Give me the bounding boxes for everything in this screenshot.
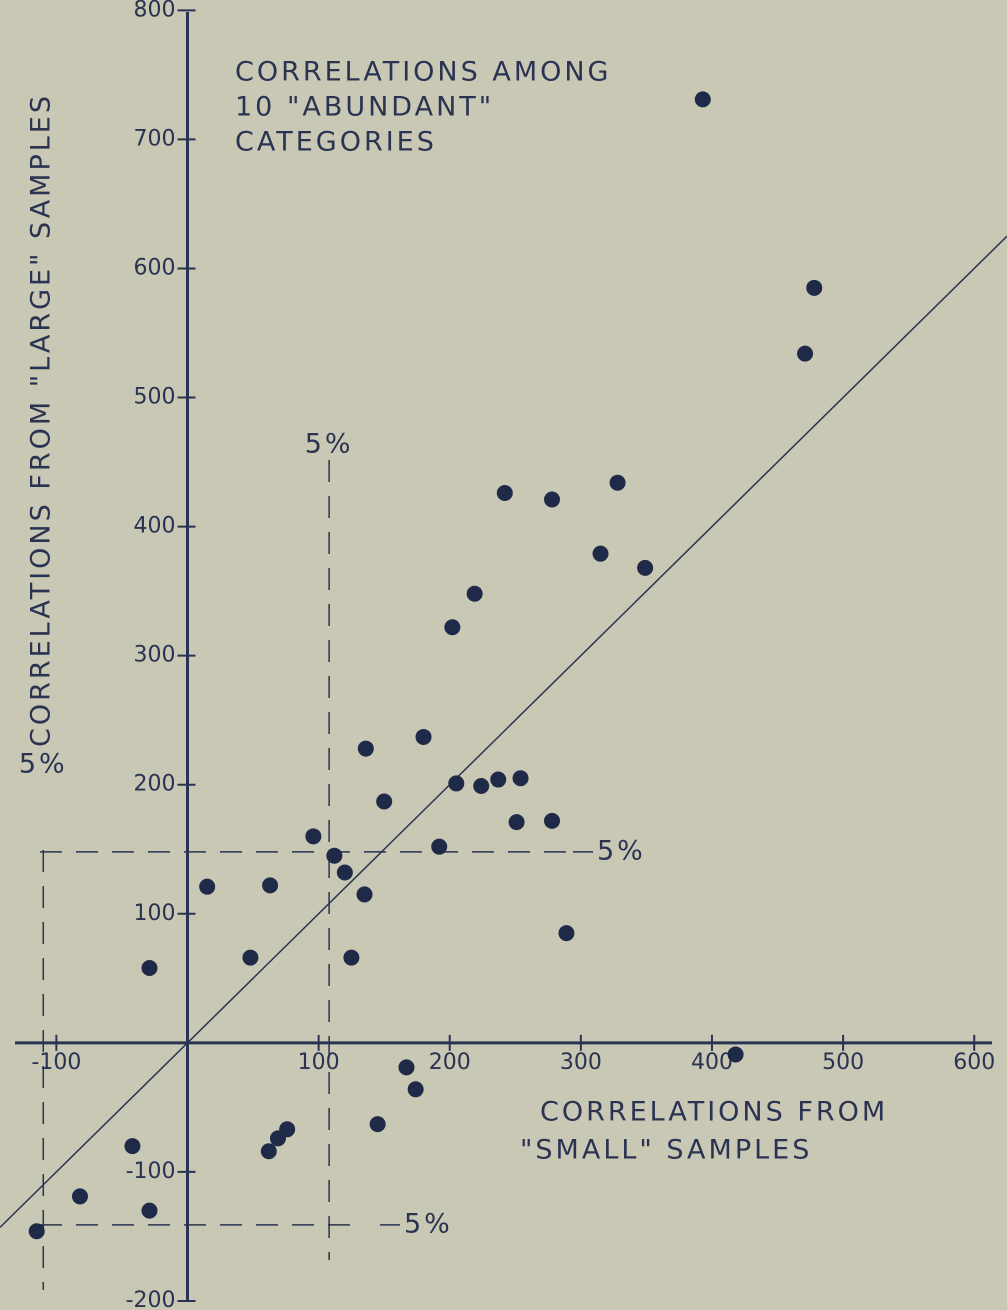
point bbox=[407, 1081, 424, 1098]
point bbox=[260, 1143, 277, 1160]
point bbox=[431, 838, 448, 855]
x-tick-label: 100 bbox=[298, 1050, 340, 1075]
point bbox=[28, 1223, 45, 1240]
point bbox=[694, 91, 711, 108]
point bbox=[376, 793, 393, 810]
x-tick-label: 500 bbox=[822, 1050, 864, 1075]
diagonal-line bbox=[0, 235, 1007, 1228]
x-tick-label: 400 bbox=[691, 1050, 733, 1075]
point bbox=[415, 728, 432, 745]
point bbox=[269, 1130, 286, 1147]
x-tick-label: -100 bbox=[31, 1050, 81, 1075]
ref-label: 5% bbox=[597, 835, 646, 866]
point bbox=[448, 775, 465, 792]
y-tick-label: 300 bbox=[134, 643, 176, 668]
x-tick-label: 300 bbox=[560, 1050, 602, 1075]
point bbox=[141, 959, 158, 976]
point bbox=[508, 814, 525, 831]
ref-label: 5% bbox=[305, 429, 354, 460]
y-tick-label: -100 bbox=[126, 1159, 176, 1184]
point bbox=[398, 1059, 415, 1076]
x-tick-label: 200 bbox=[429, 1050, 471, 1075]
point bbox=[727, 1046, 744, 1063]
y-tick-label: 600 bbox=[134, 255, 176, 280]
point bbox=[369, 1116, 386, 1133]
x-tick-label: 600 bbox=[953, 1050, 995, 1075]
point bbox=[490, 771, 507, 788]
point bbox=[199, 878, 216, 895]
point bbox=[466, 585, 483, 602]
point bbox=[326, 847, 343, 864]
point bbox=[124, 1138, 141, 1155]
point bbox=[305, 828, 322, 845]
point bbox=[242, 949, 259, 966]
point bbox=[558, 925, 575, 942]
point bbox=[592, 545, 609, 562]
point bbox=[343, 949, 360, 966]
y-tick-label: 500 bbox=[134, 385, 176, 410]
point bbox=[496, 485, 513, 502]
point bbox=[71, 1188, 88, 1205]
y-tick-label: 200 bbox=[134, 772, 176, 797]
y-tick-label: 800 bbox=[134, 0, 176, 22]
y-axis-label: CORRELATIONS FROM "LARGE" SAMPLES bbox=[26, 93, 57, 747]
point bbox=[544, 491, 561, 508]
y-tick-label: -200 bbox=[126, 1288, 176, 1310]
y-tick-label: 400 bbox=[134, 514, 176, 539]
chart-title: CATEGORIES bbox=[235, 127, 437, 158]
x-axis-label: "SMALL" SAMPLES bbox=[520, 1135, 812, 1166]
ref-label: 5% bbox=[19, 749, 68, 780]
point bbox=[444, 619, 461, 636]
point bbox=[637, 559, 654, 576]
point bbox=[609, 474, 626, 491]
point bbox=[141, 1202, 158, 1219]
point bbox=[544, 812, 561, 829]
point bbox=[806, 279, 823, 296]
point bbox=[797, 345, 814, 362]
point bbox=[356, 886, 373, 903]
ref-label: 5% bbox=[404, 1208, 453, 1239]
point bbox=[512, 770, 529, 787]
y-tick-label: 700 bbox=[134, 126, 176, 151]
chart-title: CORRELATIONS AMONG bbox=[235, 57, 611, 88]
point bbox=[336, 864, 353, 881]
point bbox=[262, 877, 279, 894]
x-axis-label: CORRELATIONS FROM bbox=[540, 1097, 888, 1128]
chart-title: 10 "ABUNDANT" bbox=[235, 92, 494, 123]
point bbox=[357, 740, 374, 757]
y-tick-label: 100 bbox=[134, 901, 176, 926]
point bbox=[473, 778, 490, 794]
